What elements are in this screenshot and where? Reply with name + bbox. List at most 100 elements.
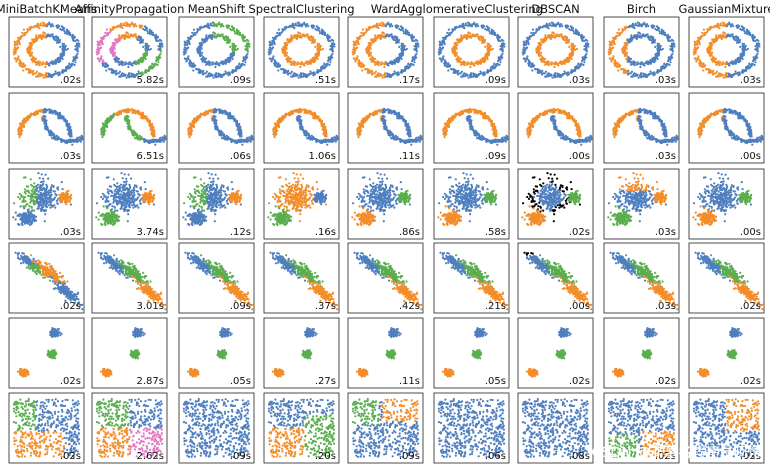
- data-point: [293, 75, 296, 78]
- data-point: [186, 43, 189, 46]
- data-point: [318, 29, 321, 33]
- data-point: [472, 75, 475, 78]
- data-point: [54, 72, 58, 75]
- data-point: [540, 72, 544, 75]
- data-point: [203, 60, 206, 63]
- data-point: [459, 72, 462, 75]
- data-point: [313, 38, 317, 42]
- data-point: [133, 62, 136, 65]
- data-point: [135, 25, 138, 28]
- data-point: [288, 41, 291, 44]
- panel-noisy-circles-2: .09s: [178, 16, 255, 88]
- data-point: [626, 51, 629, 54]
- data-point: [16, 56, 19, 60]
- data-point: [570, 44, 573, 47]
- panel-noisy-circles-8: .03s: [688, 16, 765, 88]
- data-point: [553, 65, 556, 69]
- data-point: [155, 58, 158, 61]
- data-point: [327, 58, 330, 61]
- data-point: [524, 48, 527, 51]
- data-point: [484, 57, 487, 60]
- data-point: [294, 23, 297, 27]
- data-point: [370, 72, 374, 75]
- data-point: [65, 30, 69, 33]
- data-point: [49, 25, 53, 28]
- data-point: [702, 69, 705, 72]
- data-point: [439, 51, 442, 54]
- data-point: [624, 69, 627, 72]
- data-point: [459, 57, 463, 61]
- data-point: [112, 69, 115, 72]
- data-point: [26, 50, 29, 54]
- data-point: [438, 43, 441, 47]
- data-point: [654, 27, 657, 31]
- data-point: [27, 71, 30, 74]
- data-point: [191, 31, 194, 34]
- data-point: [580, 35, 583, 38]
- data-point: [454, 54, 457, 58]
- data-point: [183, 48, 186, 51]
- data-point: [634, 23, 637, 27]
- data-point: [411, 58, 414, 61]
- data-point: [320, 28, 323, 31]
- data-point: [317, 53, 320, 56]
- data-point: [463, 27, 466, 30]
- data-point: [135, 37, 138, 40]
- data-point: [473, 73, 476, 76]
- data-point: [69, 33, 72, 37]
- data-point: [397, 71, 400, 74]
- data-point: [634, 36, 637, 39]
- data-point: [560, 33, 563, 36]
- data-point: [68, 63, 71, 66]
- data-point: [628, 60, 631, 63]
- data-point: [649, 61, 652, 65]
- data-point: [716, 22, 720, 25]
- data-point: [221, 33, 224, 36]
- data-point: [643, 73, 646, 76]
- data-point: [543, 72, 546, 75]
- data-point: [228, 38, 232, 42]
- runtime-label: .17s: [399, 75, 420, 86]
- data-point: [232, 53, 235, 56]
- data-point: [733, 73, 736, 76]
- data-point: [45, 25, 48, 28]
- data-point: [365, 50, 368, 54]
- data-point: [30, 44, 33, 47]
- data-point: [632, 63, 635, 66]
- data-point: [441, 43, 444, 46]
- data-point: [703, 64, 706, 68]
- data-point: [12, 51, 15, 54]
- data-point: [358, 61, 362, 64]
- data-point: [659, 44, 662, 48]
- data-point: [566, 24, 569, 27]
- data-point: [182, 51, 185, 54]
- panel-noisy-circles-6: .03s: [517, 16, 594, 88]
- data-point: [654, 45, 657, 49]
- data-point: [68, 31, 71, 34]
- data-point: [581, 38, 584, 41]
- data-point: [547, 75, 550, 78]
- data-point: [361, 69, 364, 72]
- data-point: [298, 35, 302, 38]
- data-point: [208, 72, 211, 75]
- data-point: [545, 22, 549, 25]
- data-point: [283, 42, 286, 45]
- data-point: [401, 27, 404, 30]
- data-point: [137, 58, 140, 62]
- data-point: [633, 61, 636, 64]
- data-point: [448, 64, 451, 68]
- data-point: [39, 23, 42, 27]
- data-point: [38, 61, 41, 64]
- data-point: [354, 48, 357, 51]
- data-point: [441, 56, 444, 60]
- data-point: [548, 36, 551, 39]
- data-point: [121, 75, 124, 78]
- data-point: [54, 70, 57, 73]
- data-point: [192, 69, 195, 72]
- data-point: [373, 25, 376, 28]
- data-point: [30, 51, 34, 54]
- data-point: [500, 38, 504, 41]
- data-point: [404, 28, 407, 31]
- data-point: [300, 35, 303, 38]
- data-point: [629, 38, 632, 41]
